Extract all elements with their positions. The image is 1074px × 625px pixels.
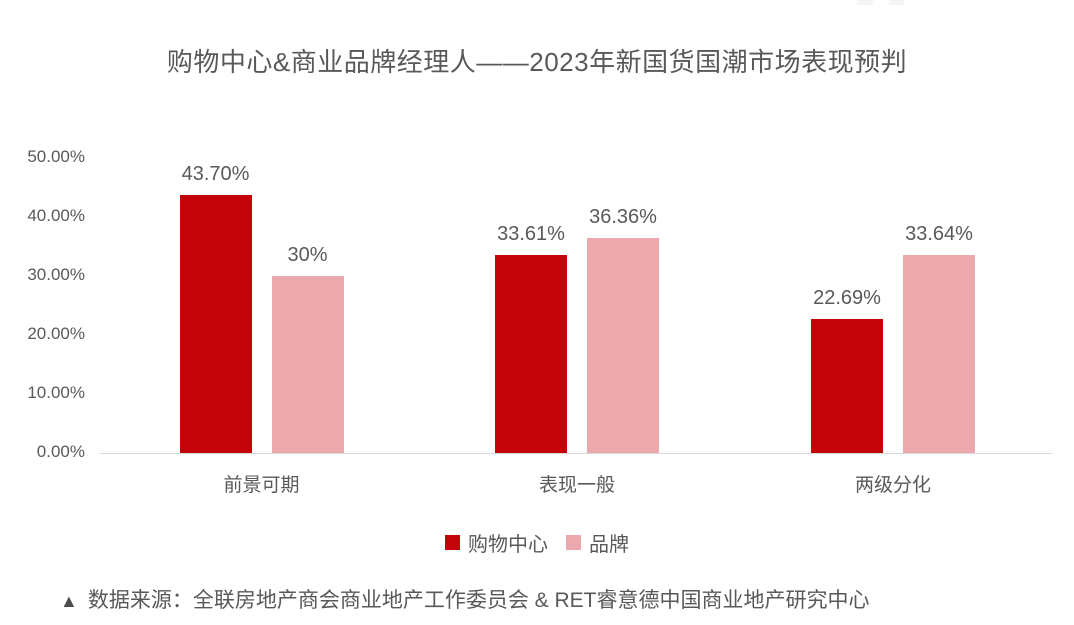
legend-item: 购物中心 <box>445 528 548 557</box>
legend-item: 品牌 <box>566 528 629 557</box>
legend-label: 购物中心 <box>468 534 548 556</box>
x-axis-category-label: 前景可期 <box>223 475 300 496</box>
bar <box>271 276 344 453</box>
window-artifact <box>857 0 873 5</box>
legend: 购物中心 品牌 <box>0 528 1074 557</box>
y-axis-tick-label: 10.00% <box>27 383 85 402</box>
bar-value-label: 43.70% <box>181 163 250 186</box>
legend-swatch <box>566 535 581 550</box>
bar <box>495 254 567 453</box>
bar-value-label: 33.61% <box>497 222 565 245</box>
x-axis-category-label: 表现一般 <box>538 475 615 496</box>
legend-label: 品牌 <box>589 534 629 556</box>
bar <box>903 254 975 453</box>
legend-swatch <box>445 535 460 550</box>
x-axis-line <box>100 453 1052 454</box>
window-artifact <box>889 0 904 5</box>
source-text: 数据来源：全联房地产商会商业地产工作委员会 & RET睿意德中国商业地产研究中心 <box>87 589 870 612</box>
bar <box>811 319 883 453</box>
y-axis-tick-label: 40.00% <box>27 206 85 225</box>
source-note: ▲ 数据来源：全联房地产商会商业地产工作委员会 & RET睿意德中国商业地产研究中… <box>60 584 870 614</box>
y-axis-tick-label: 0.00% <box>36 442 85 461</box>
bar <box>179 195 252 453</box>
x-axis-category-label: 两级分化 <box>854 475 931 496</box>
bar-value-label: 22.69% <box>813 287 881 310</box>
bar-value-label: 33.64% <box>905 222 973 245</box>
chart-title: 购物中心&商业品牌经理人——2023年新国货国潮市场表现预判 <box>166 47 908 77</box>
y-axis-tick-label: 20.00% <box>27 324 85 343</box>
y-axis-tick-label: 30.00% <box>27 265 85 284</box>
triangle-icon: ▲ <box>60 591 78 611</box>
y-axis-tick-label: 50.00% <box>27 147 85 166</box>
bar-value-label: 36.36% <box>589 206 657 229</box>
bar <box>587 238 659 453</box>
bar-value-label: 30% <box>287 244 328 266</box>
